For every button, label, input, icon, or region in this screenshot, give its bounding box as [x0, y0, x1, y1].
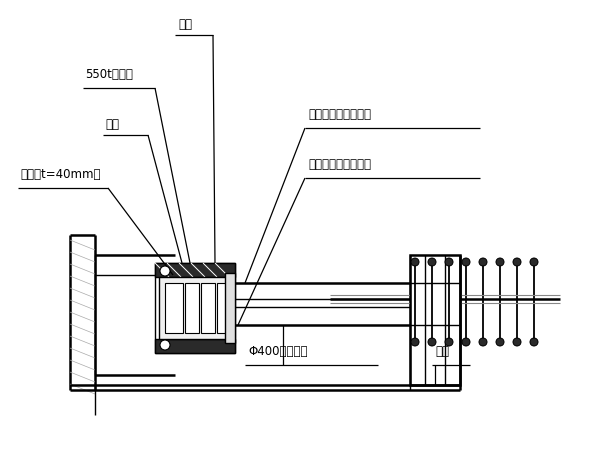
Bar — [165, 283, 183, 333]
Text: 钐板（t=40mm）: 钐板（t=40mm） — [20, 168, 101, 181]
Circle shape — [513, 258, 521, 266]
Circle shape — [160, 266, 170, 276]
Circle shape — [530, 338, 538, 346]
Bar — [155, 339, 235, 353]
Text: Φ400无缝钐管: Φ400无缝钐管 — [248, 345, 308, 358]
Bar — [201, 283, 215, 333]
Text: 撇脚: 撇脚 — [178, 18, 192, 31]
Bar — [155, 263, 235, 277]
Circle shape — [479, 338, 487, 346]
Bar — [225, 273, 235, 343]
Circle shape — [445, 258, 453, 266]
Bar — [155, 263, 235, 353]
Circle shape — [428, 338, 436, 346]
Circle shape — [411, 258, 419, 266]
Circle shape — [445, 338, 453, 346]
Circle shape — [530, 258, 538, 266]
Circle shape — [160, 340, 170, 350]
Circle shape — [513, 338, 521, 346]
Circle shape — [411, 338, 419, 346]
Bar — [159, 277, 231, 339]
Circle shape — [462, 338, 470, 346]
Text: 斜拉索施工用变径头: 斜拉索施工用变径头 — [308, 108, 371, 121]
Text: 550t千斤顶: 550t千斤顶 — [85, 68, 133, 81]
Bar — [217, 283, 227, 333]
Text: 牛腿: 牛腿 — [435, 345, 449, 358]
Circle shape — [496, 338, 504, 346]
Circle shape — [428, 258, 436, 266]
Bar — [185, 283, 199, 333]
Circle shape — [462, 258, 470, 266]
Text: 斜拉索施工用开合板: 斜拉索施工用开合板 — [308, 158, 371, 171]
Text: 垫板: 垫板 — [105, 118, 119, 131]
Circle shape — [496, 258, 504, 266]
Bar — [410, 255, 460, 385]
Circle shape — [479, 258, 487, 266]
